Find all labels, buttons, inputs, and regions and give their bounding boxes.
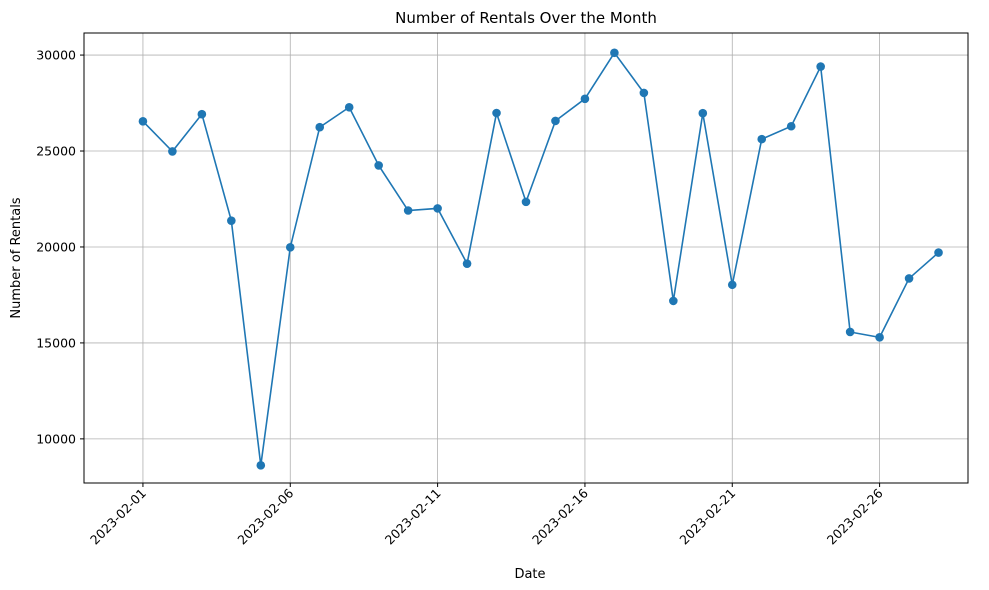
- data-point: [521, 197, 531, 207]
- plot-background: [84, 33, 968, 483]
- x-tick-label: 2023-02-26: [824, 485, 886, 547]
- data-point: [256, 461, 266, 470]
- data-point: [374, 161, 383, 170]
- y-tick-label: 15000: [36, 335, 76, 350]
- x-axis-label: Date: [514, 567, 545, 582]
- plot-frame: [83, 32, 969, 484]
- chart-title: Number of Rentals Over the Month: [395, 9, 657, 27]
- data-point: [551, 116, 560, 126]
- y-tick-label: 30000: [36, 48, 76, 63]
- data-point: [403, 206, 413, 215]
- x-tick-label: 2023-02-01: [87, 486, 149, 548]
- y-tick-label: 10000: [36, 431, 76, 446]
- x-tick-label: 2023-02-06: [234, 485, 296, 547]
- grid: [84, 33, 968, 483]
- series: [138, 48, 943, 470]
- series-line: [142, 51, 940, 466]
- data-point: [344, 102, 354, 112]
- data-point: [669, 296, 678, 306]
- x-tick-label: 2023-02-16: [529, 485, 591, 547]
- data-point: [639, 88, 649, 98]
- data-point: [610, 48, 619, 58]
- data-point: [462, 259, 472, 268]
- data-point: [904, 274, 914, 283]
- y-axis-label: Number of Rentals: [9, 197, 24, 318]
- data-point: [934, 248, 943, 257]
- data-point: [816, 62, 825, 71]
- data-point: [757, 134, 767, 144]
- data-point: [138, 116, 148, 126]
- x-tick-label: 2023-02-11: [382, 486, 444, 548]
- data-point: [786, 121, 796, 131]
- data-point: [580, 94, 590, 104]
- data-point: [698, 108, 708, 118]
- data-point: [845, 327, 855, 337]
- y-tick-label: 25000: [36, 144, 76, 159]
- data-point: [727, 280, 737, 290]
- data-point: [168, 147, 177, 156]
- data-point: [197, 109, 207, 119]
- data-point: [492, 108, 501, 118]
- data-point: [227, 216, 236, 225]
- data-point: [433, 204, 442, 213]
- data-point: [875, 333, 884, 342]
- data-point: [315, 122, 325, 132]
- x-tick-label: 2023-02-21: [676, 486, 738, 548]
- data-point: [285, 243, 295, 252]
- y-tick-label: 20000: [36, 239, 76, 254]
